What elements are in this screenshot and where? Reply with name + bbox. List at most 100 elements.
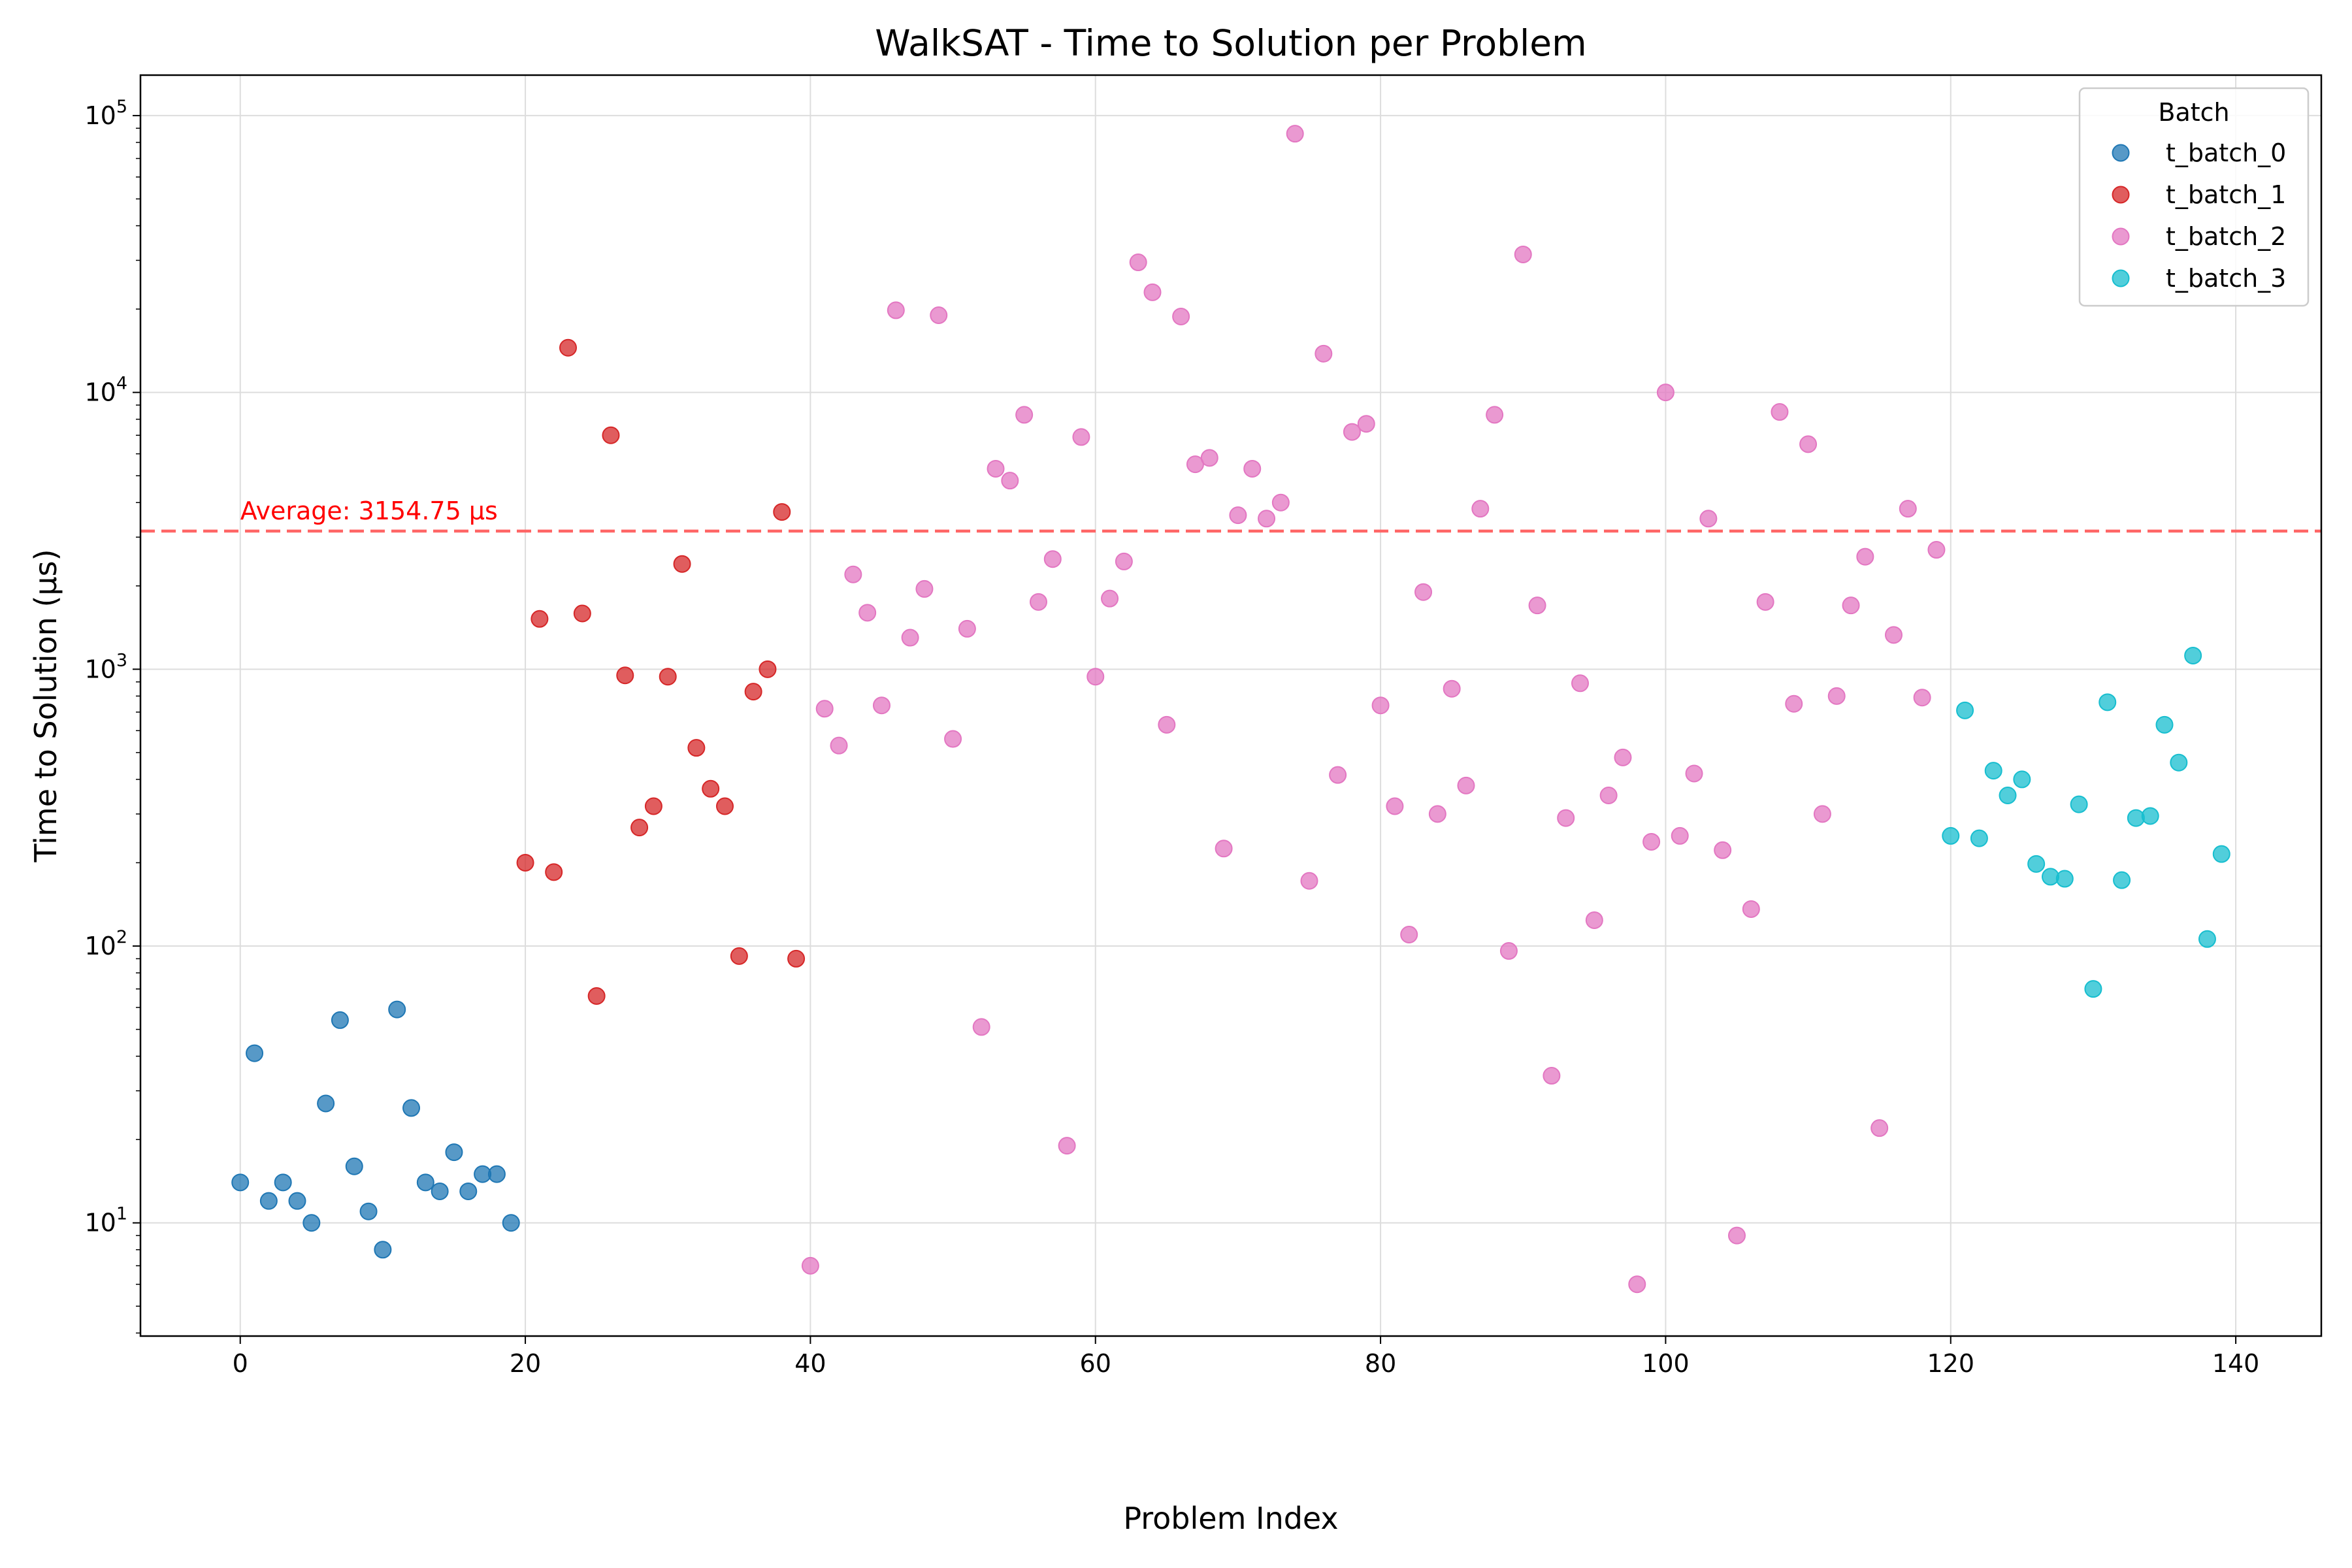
legend-label: t_batch_3 — [2166, 264, 2286, 293]
data-point — [702, 779, 720, 798]
data-point — [1899, 500, 1917, 518]
data-point — [359, 1202, 378, 1220]
data-point — [559, 338, 578, 357]
data-point — [1186, 455, 1204, 474]
data-point — [1386, 797, 1404, 815]
data-point — [1956, 701, 1974, 719]
data-point — [1856, 547, 1874, 566]
data-point — [972, 1018, 990, 1036]
data-point — [930, 306, 948, 325]
data-point — [331, 1011, 349, 1029]
data-point — [1742, 900, 1760, 918]
data-point — [1371, 696, 1390, 715]
data-point — [1471, 500, 1490, 518]
data-point — [459, 1182, 478, 1200]
data-point — [1158, 715, 1176, 734]
data-point — [1486, 406, 1504, 424]
data-point — [2141, 807, 2159, 825]
data-point — [1913, 689, 1931, 707]
x-tick-label: 80 — [1365, 1349, 1396, 1378]
series-t_batch_0 — [231, 1000, 520, 1259]
data-point — [773, 503, 791, 521]
data-point — [1015, 406, 1034, 424]
data-point — [887, 301, 905, 319]
data-points — [231, 125, 2230, 1294]
data-point — [402, 1099, 421, 1117]
chart-title: WalkSAT - Time to Solution per Problem — [875, 22, 1586, 64]
data-point — [759, 660, 777, 678]
data-point — [1072, 428, 1090, 446]
data-point — [1457, 776, 1475, 794]
data-point — [872, 696, 890, 715]
series-t_batch_3 — [1942, 646, 2230, 998]
x-tick-label: 60 — [1080, 1349, 1111, 1378]
data-point — [1215, 840, 1233, 858]
data-point — [858, 604, 877, 622]
average-label: Average: 3154.75 μs — [240, 497, 498, 525]
legend-label: t_batch_0 — [2166, 139, 2286, 167]
data-point — [1243, 459, 1262, 478]
data-point — [1970, 829, 1988, 847]
data-point — [388, 1000, 406, 1019]
data-point — [744, 683, 762, 701]
x-tick-label: 120 — [1927, 1349, 1974, 1378]
data-point — [715, 797, 734, 815]
data-point — [1656, 384, 1674, 402]
data-point — [2055, 870, 2074, 888]
legend-box — [2078, 87, 2310, 307]
data-point — [1771, 403, 1789, 421]
data-point — [644, 797, 662, 815]
data-point — [944, 730, 962, 748]
data-point — [1043, 550, 1062, 568]
data-point — [274, 1173, 292, 1192]
data-point — [374, 1241, 392, 1259]
x-axis-label: Problem Index — [1123, 1501, 1338, 1536]
data-point — [1813, 805, 1831, 823]
data-point — [1315, 344, 1333, 363]
data-point — [1585, 911, 1603, 929]
data-point — [1543, 1067, 1561, 1085]
data-point — [1999, 787, 2017, 805]
average-line-group: Average: 3154.75 μs — [140, 497, 2321, 533]
data-point — [2084, 980, 2102, 998]
x-tick-label: 40 — [794, 1349, 826, 1378]
data-point — [1499, 942, 1518, 960]
data-point — [1628, 1275, 1646, 1294]
x-tick-label: 0 — [233, 1349, 248, 1378]
data-point — [317, 1094, 335, 1113]
data-point — [1058, 1137, 1076, 1155]
data-point — [1329, 766, 1347, 784]
series-t_batch_1 — [516, 338, 806, 1005]
legend-label: t_batch_2 — [2166, 222, 2286, 251]
data-point — [901, 629, 919, 647]
data-point — [687, 739, 706, 757]
data-point — [416, 1173, 434, 1192]
data-point — [1827, 687, 1846, 705]
data-point — [1557, 809, 1575, 827]
data-point — [573, 604, 591, 623]
legend-label: t_batch_1 — [2166, 180, 2286, 209]
data-point — [487, 1165, 506, 1183]
data-point — [2027, 855, 2046, 873]
data-point — [1599, 787, 1618, 805]
data-point — [602, 426, 620, 444]
data-point — [830, 736, 848, 755]
data-point — [1927, 541, 1946, 559]
data-point — [502, 1214, 520, 1232]
data-point — [246, 1044, 264, 1062]
x-tick-label: 140 — [2212, 1349, 2260, 1378]
data-point — [1728, 1226, 1746, 1245]
data-point — [730, 947, 748, 965]
data-point — [2170, 753, 2188, 772]
data-point — [531, 610, 549, 628]
data-point — [231, 1173, 250, 1192]
data-point — [1614, 748, 1632, 766]
data-point — [2212, 845, 2230, 863]
data-point — [1172, 307, 1190, 325]
data-point — [1343, 423, 1361, 441]
data-point — [259, 1192, 278, 1210]
data-point — [1271, 493, 1290, 512]
data-point — [288, 1192, 306, 1210]
data-point — [1129, 253, 1147, 272]
